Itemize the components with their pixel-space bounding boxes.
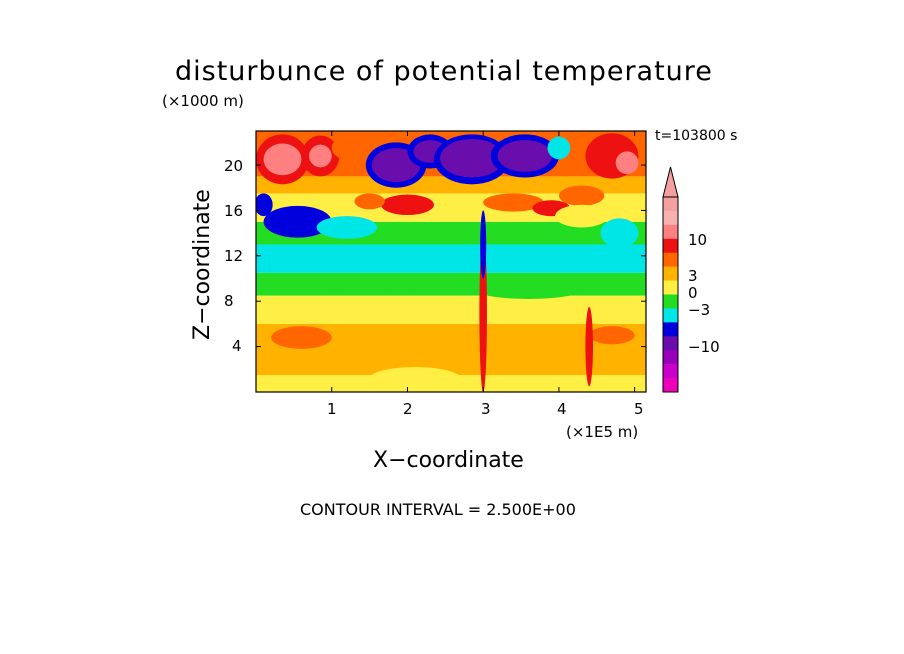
field-blob bbox=[324, 274, 415, 294]
field-layer bbox=[256, 244, 646, 272]
colorbar-segment bbox=[663, 378, 678, 392]
colorbar-segment bbox=[663, 253, 678, 267]
field-blob bbox=[480, 210, 486, 278]
x-axis-label: X−coordinate bbox=[373, 448, 524, 473]
field-blob bbox=[555, 205, 608, 228]
colorbar-tick-label: 3 bbox=[688, 267, 698, 285]
y-tick-label: 8 bbox=[224, 292, 234, 310]
y-tick-label: 16 bbox=[224, 202, 243, 220]
y-axis-label: Z−coordinate bbox=[190, 189, 215, 340]
field-layer bbox=[256, 273, 646, 296]
x-tick-label: 2 bbox=[403, 400, 413, 418]
colorbar-segment bbox=[663, 197, 678, 211]
y-tick-label: 4 bbox=[232, 337, 242, 355]
heatmap-field bbox=[254, 131, 646, 392]
field-blob bbox=[476, 281, 582, 299]
field-blob bbox=[370, 367, 461, 390]
field-blob bbox=[585, 307, 593, 386]
x-tick-label: 5 bbox=[634, 400, 644, 418]
field-blob bbox=[254, 193, 272, 216]
field-blob bbox=[559, 185, 604, 205]
colorbar-segment bbox=[663, 295, 678, 309]
field-blob bbox=[271, 326, 332, 349]
field-blob bbox=[616, 151, 639, 174]
colorbar-tick-label: 10 bbox=[688, 231, 707, 249]
colorbar-segment bbox=[663, 211, 678, 225]
field-blob bbox=[309, 145, 332, 168]
y-tick-label: 12 bbox=[224, 247, 243, 265]
colorbar-tick-label: −3 bbox=[688, 301, 710, 319]
colorbar-segment bbox=[663, 267, 678, 281]
field-blob bbox=[332, 137, 362, 160]
field-blob bbox=[354, 193, 384, 209]
field-blob bbox=[317, 216, 378, 239]
x-tick-label: 1 bbox=[327, 400, 337, 418]
colorbar bbox=[663, 167, 678, 392]
colorbar-segment bbox=[663, 364, 678, 378]
x-axis-unit: (×1E5 m) bbox=[566, 423, 638, 441]
colorbar-tick-label: 0 bbox=[688, 284, 698, 302]
field-blob bbox=[381, 195, 434, 215]
contour-interval-note: CONTOUR INTERVAL = 2.500E+00 bbox=[300, 500, 576, 519]
field-blob bbox=[498, 140, 553, 172]
colorbar-segment bbox=[663, 308, 678, 322]
field-blob bbox=[264, 143, 302, 175]
y-tick-label: 20 bbox=[224, 157, 243, 175]
colorbar-segment bbox=[663, 322, 678, 336]
x-tick-label: 4 bbox=[557, 400, 567, 418]
colorbar-segment bbox=[663, 239, 678, 253]
colorbar-segment bbox=[663, 336, 678, 350]
colorbar-tick-label: −10 bbox=[688, 338, 720, 356]
field-blob bbox=[589, 326, 634, 344]
colorbar-arrow bbox=[663, 167, 678, 197]
colorbar-segment bbox=[663, 281, 678, 295]
field-blob bbox=[548, 137, 571, 160]
colorbar-segment bbox=[663, 225, 678, 239]
field-blob bbox=[601, 218, 639, 248]
x-tick-label: 3 bbox=[481, 400, 491, 418]
colorbar-segment bbox=[663, 350, 678, 364]
